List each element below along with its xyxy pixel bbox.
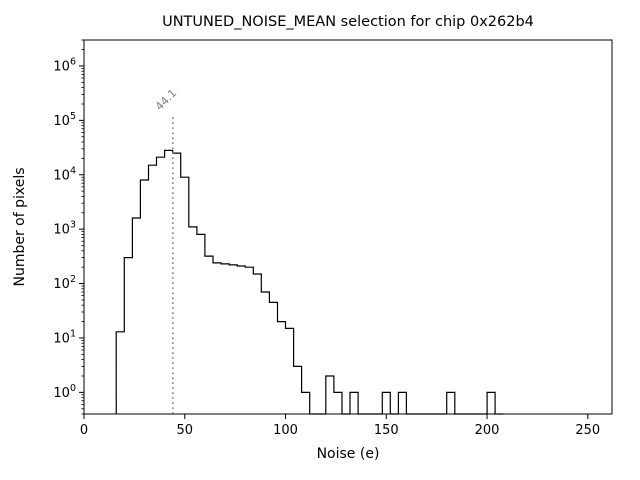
- mean-annotation-text: 44.1: [153, 87, 180, 114]
- y-tick-label: 105: [53, 111, 76, 129]
- y-tick-label: 102: [53, 274, 76, 292]
- y-tick-label: 104: [53, 165, 76, 183]
- y-tick-label: 103: [53, 220, 76, 238]
- x-tick-label: 100: [273, 423, 298, 438]
- y-tick-label: 106: [53, 56, 76, 74]
- x-axis-label: Noise (e): [316, 446, 380, 462]
- y-tick-label: 101: [53, 328, 76, 346]
- x-tick-label: 50: [176, 423, 193, 438]
- y-tick-label: 100: [53, 383, 76, 401]
- x-tick-label: 200: [475, 423, 500, 438]
- mean-annotation: 44.1: [153, 87, 180, 114]
- x-tick-label: 250: [575, 423, 600, 438]
- histogram-step-line: [115, 149, 504, 415]
- x-tick-label: 150: [374, 423, 399, 438]
- x-tick-label: 0: [80, 423, 88, 438]
- axes-frame: [83, 39, 613, 415]
- chart-title: UNTUNED_NOISE_MEAN selection for chip 0x…: [162, 14, 534, 30]
